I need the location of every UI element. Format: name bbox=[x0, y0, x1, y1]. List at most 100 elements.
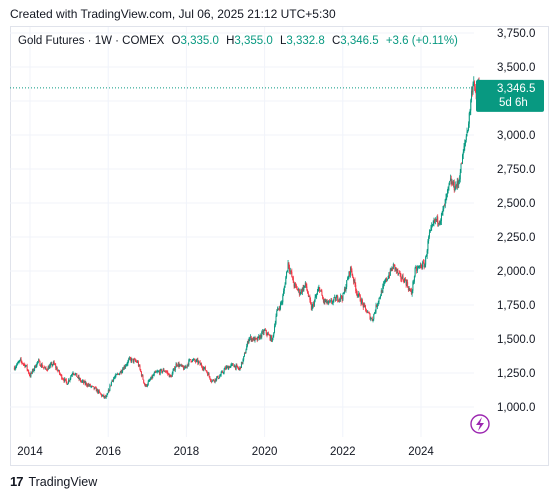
price-axis-tick-label: 3,500.0 bbox=[497, 62, 535, 74]
candle bbox=[33, 368, 35, 373]
candle-body bbox=[229, 366, 231, 369]
candle bbox=[427, 239, 429, 254]
candle bbox=[444, 198, 446, 209]
candle bbox=[132, 358, 134, 364]
candle bbox=[396, 268, 398, 274]
time-axis-tick-label: 2018 bbox=[174, 446, 200, 458]
candle bbox=[308, 295, 310, 298]
candle-body bbox=[57, 370, 59, 372]
candle bbox=[355, 288, 357, 296]
candle-body bbox=[311, 306, 313, 310]
candle-body bbox=[375, 304, 377, 312]
candle bbox=[421, 264, 423, 270]
candle-body bbox=[208, 373, 210, 377]
candle bbox=[146, 383, 148, 388]
candle bbox=[434, 217, 436, 225]
candle-body bbox=[83, 380, 85, 383]
candle bbox=[243, 352, 245, 357]
candle-body bbox=[169, 374, 171, 378]
tradingview-logo-icon[interactable]: 17 bbox=[10, 474, 24, 489]
candle-body bbox=[135, 361, 137, 362]
candle bbox=[394, 264, 396, 272]
candle bbox=[322, 294, 324, 300]
candle-body bbox=[431, 224, 433, 226]
candle bbox=[135, 359, 137, 363]
candle-body bbox=[274, 326, 276, 333]
candle-body bbox=[59, 373, 61, 375]
candle bbox=[121, 370, 123, 374]
candle bbox=[276, 309, 278, 317]
candle-body bbox=[234, 365, 236, 368]
candle bbox=[214, 378, 216, 384]
candle-body bbox=[43, 367, 45, 369]
candle-body bbox=[116, 374, 118, 376]
candle-body bbox=[301, 287, 303, 293]
candle bbox=[331, 300, 333, 305]
candle-body bbox=[46, 369, 48, 371]
legend-open-label: O bbox=[171, 35, 181, 47]
candle bbox=[420, 263, 422, 269]
candle bbox=[73, 372, 75, 376]
candle-body bbox=[317, 289, 319, 292]
candle-body bbox=[226, 366, 228, 368]
candle-body bbox=[410, 290, 412, 292]
candle-body bbox=[214, 378, 216, 382]
candle bbox=[202, 366, 204, 371]
candle bbox=[199, 360, 201, 367]
candle bbox=[178, 361, 180, 369]
candle bbox=[365, 305, 367, 312]
candle-body bbox=[113, 377, 115, 379]
candle bbox=[431, 222, 433, 231]
candle bbox=[279, 305, 281, 312]
candle-body bbox=[77, 376, 79, 378]
candle bbox=[127, 359, 129, 366]
candle bbox=[322, 296, 324, 304]
candle-body bbox=[86, 385, 88, 387]
candle-body bbox=[307, 289, 309, 294]
candle bbox=[15, 364, 17, 370]
candle-body bbox=[98, 390, 100, 393]
candle-body bbox=[204, 367, 206, 371]
candle bbox=[404, 277, 406, 283]
candle bbox=[134, 358, 136, 362]
candle-body bbox=[365, 308, 367, 313]
candle bbox=[267, 331, 269, 336]
candle-body bbox=[313, 300, 315, 306]
candle-body bbox=[222, 371, 224, 373]
candle-body bbox=[288, 262, 290, 268]
candle bbox=[240, 366, 242, 370]
candle-body bbox=[30, 372, 32, 377]
candle bbox=[352, 276, 354, 285]
candle bbox=[289, 267, 291, 275]
candle bbox=[295, 282, 297, 289]
candle-body bbox=[37, 361, 39, 363]
candle-body bbox=[174, 367, 176, 371]
footer-brand[interactable]: TradingView bbox=[28, 474, 98, 489]
candle bbox=[358, 290, 360, 298]
legend-high-label: H bbox=[226, 35, 235, 47]
candle-body bbox=[285, 277, 287, 285]
candle-body bbox=[240, 362, 242, 369]
candle-body bbox=[101, 395, 103, 397]
lightning-icon[interactable] bbox=[470, 414, 490, 434]
candle-body bbox=[216, 377, 218, 381]
candle-body bbox=[222, 372, 224, 374]
grid-lines bbox=[10, 27, 474, 437]
candle-body bbox=[310, 299, 312, 304]
candle-body bbox=[62, 378, 64, 380]
candle bbox=[218, 377, 220, 379]
candle bbox=[371, 317, 373, 320]
candle-body bbox=[434, 219, 436, 221]
candle-body bbox=[81, 381, 83, 382]
candle bbox=[188, 358, 190, 367]
candle bbox=[31, 368, 33, 375]
candle bbox=[32, 368, 34, 372]
candle bbox=[387, 275, 389, 280]
candle-body bbox=[134, 359, 136, 362]
candle bbox=[234, 365, 236, 371]
candle bbox=[46, 368, 48, 372]
candle-body bbox=[43, 367, 45, 369]
candle-body bbox=[162, 369, 164, 372]
candle bbox=[179, 363, 181, 367]
